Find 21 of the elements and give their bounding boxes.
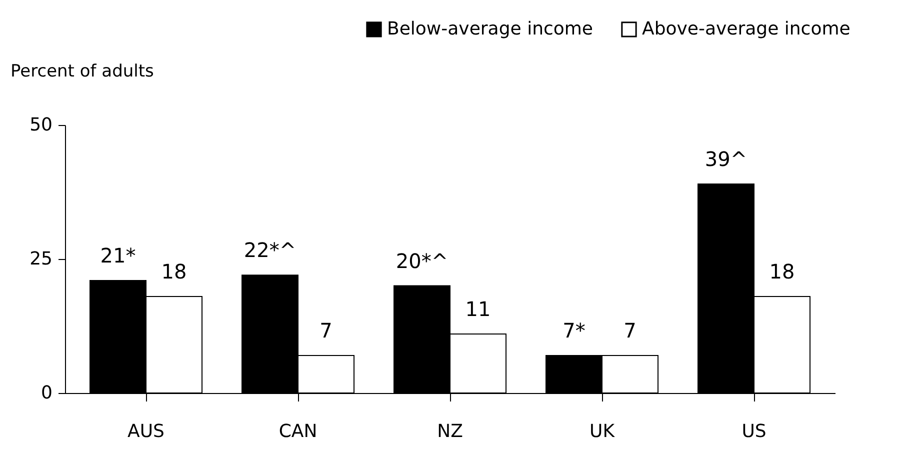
x-tick-label: NZ <box>437 421 463 442</box>
data-label: 7 <box>320 318 332 342</box>
x-tick-label: US <box>742 421 766 442</box>
legend-label: Above-average income <box>642 18 850 40</box>
x-tick-label: UK <box>590 421 616 442</box>
data-label: 22*^ <box>244 238 296 262</box>
y-axis-title: Percent of adults <box>10 62 154 82</box>
legend-label: Below-average income <box>387 18 593 40</box>
x-tick-label: AUS <box>128 421 164 442</box>
data-label: 11 <box>465 297 491 322</box>
y-tick-label: 25 <box>30 248 52 270</box>
y-tick-label: 0 <box>41 382 52 404</box>
data-label: 21* <box>100 243 136 268</box>
data-label: 18 <box>769 260 795 284</box>
data-label: 39^ <box>704 146 748 171</box>
y-tick-label: 50 <box>30 114 52 136</box>
data-label: 7* <box>562 318 586 342</box>
x-tick-label: CAN <box>278 421 318 442</box>
data-label: 20*^ <box>396 248 448 273</box>
data-label: 7 <box>624 318 636 342</box>
data-label: 18 <box>161 260 187 284</box>
